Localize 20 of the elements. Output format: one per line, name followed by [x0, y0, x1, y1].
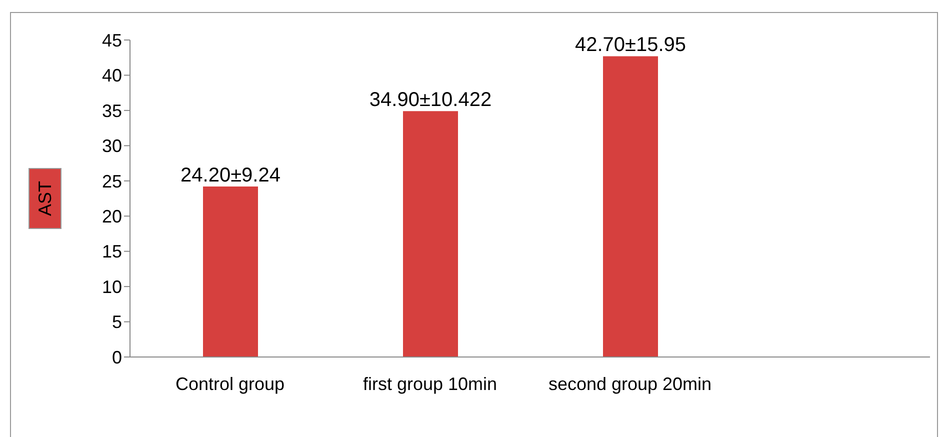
y-tick-label: 25	[102, 171, 122, 192]
y-tick-label: 0	[112, 347, 122, 368]
bar	[403, 111, 458, 357]
y-tick-label: 5	[112, 312, 122, 332]
bar	[203, 186, 258, 357]
x-tick-label: Control group	[175, 374, 285, 394]
x-tick-label: second group 20min	[548, 374, 712, 394]
y-tick-label: 35	[102, 100, 122, 121]
data-label: 34.90±10.422	[369, 89, 492, 112]
y-tick-label: 10	[102, 276, 122, 297]
y-tick-label: 15	[102, 242, 122, 262]
y-tick-label: 30	[102, 136, 122, 156]
bar	[603, 56, 658, 357]
y-tick-label: 20	[102, 206, 122, 226]
y-axis-title: AST	[35, 180, 55, 216]
x-tick-label: first group 10min	[362, 374, 498, 394]
data-label: 42.70±15.95	[574, 34, 686, 56]
y-tick-label: 45	[102, 30, 122, 50]
data-label: 24.20±9.24	[180, 164, 280, 187]
y-tick-label: 40	[102, 66, 122, 86]
